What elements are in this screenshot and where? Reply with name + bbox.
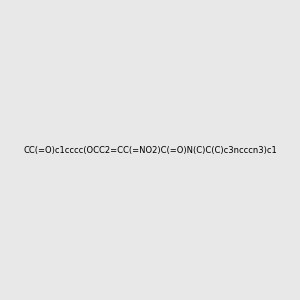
Text: CC(=O)c1cccc(OCC2=CC(=NO2)C(=O)N(C)C(C)c3ncccn3)c1: CC(=O)c1cccc(OCC2=CC(=NO2)C(=O)N(C)C(C)c… [23, 146, 277, 154]
